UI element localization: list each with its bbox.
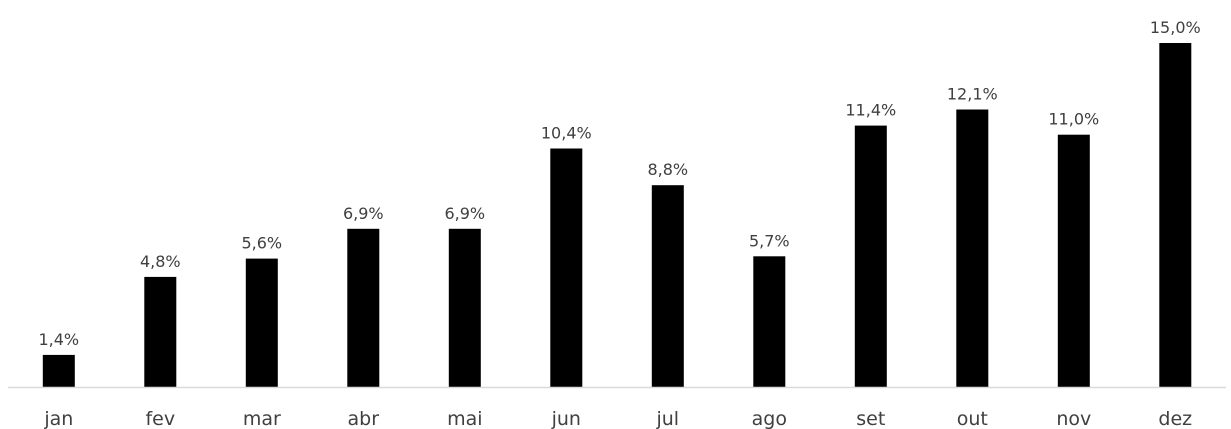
data-label-mar: 5,6% <box>241 234 282 253</box>
data-label-set: 11,4% <box>845 101 896 120</box>
x-tick-label-mar: mar <box>243 408 281 429</box>
data-label-fev: 4,8% <box>140 252 181 271</box>
bars-group <box>42 43 1192 387</box>
bar-jun <box>550 148 583 387</box>
bar-abr <box>347 228 380 387</box>
bar-jan <box>42 354 75 387</box>
data-label-jun: 10,4% <box>541 124 592 143</box>
data-label-nov: 11,0% <box>1048 110 1099 129</box>
bar-jul <box>651 185 684 387</box>
bar-out <box>956 109 989 387</box>
x-tick-label-fev: fev <box>145 408 175 429</box>
data-label-jul: 8,8% <box>647 160 688 179</box>
x-tick-label-jun: jun <box>551 408 581 429</box>
data-label-abr: 6,9% <box>343 204 384 223</box>
data-label-jan: 1,4% <box>38 330 79 349</box>
data-labels-group: 1,4% 4,8% 5,6% 6,9% 6,9% 10,4% 8,8% 5,7% 11,4% 12… <box>38 18 1200 349</box>
data-label-dez: 15,0% <box>1150 18 1201 37</box>
x-tick-label-nov: nov <box>1056 408 1091 429</box>
x-tick-label-set: set <box>856 408 885 429</box>
data-label-ago: 5,7% <box>749 231 790 250</box>
x-tick-label-ago: ago <box>752 408 787 429</box>
x-tick-label-jan: jan <box>43 408 73 429</box>
x-tick-label-dez: dez <box>1158 408 1192 429</box>
bar-fev <box>144 276 177 387</box>
bar-mar <box>245 258 278 387</box>
x-tick-label-mai: mai <box>447 408 482 429</box>
bar-mai <box>448 228 481 387</box>
bar-set <box>854 125 887 387</box>
bar-nov <box>1057 134 1090 387</box>
data-label-mai: 6,9% <box>444 204 485 223</box>
x-tick-labels-group: jan fev mar abr mai jun jul ago set out nov dez <box>43 408 1192 429</box>
x-tick-label-abr: abr <box>348 408 380 429</box>
bar-dez <box>1159 43 1192 387</box>
data-label-out: 12,1% <box>947 85 998 104</box>
x-tick-label-jul: jul <box>655 408 679 429</box>
bar-ago <box>753 256 786 387</box>
x-tick-label-out: out <box>957 408 988 429</box>
